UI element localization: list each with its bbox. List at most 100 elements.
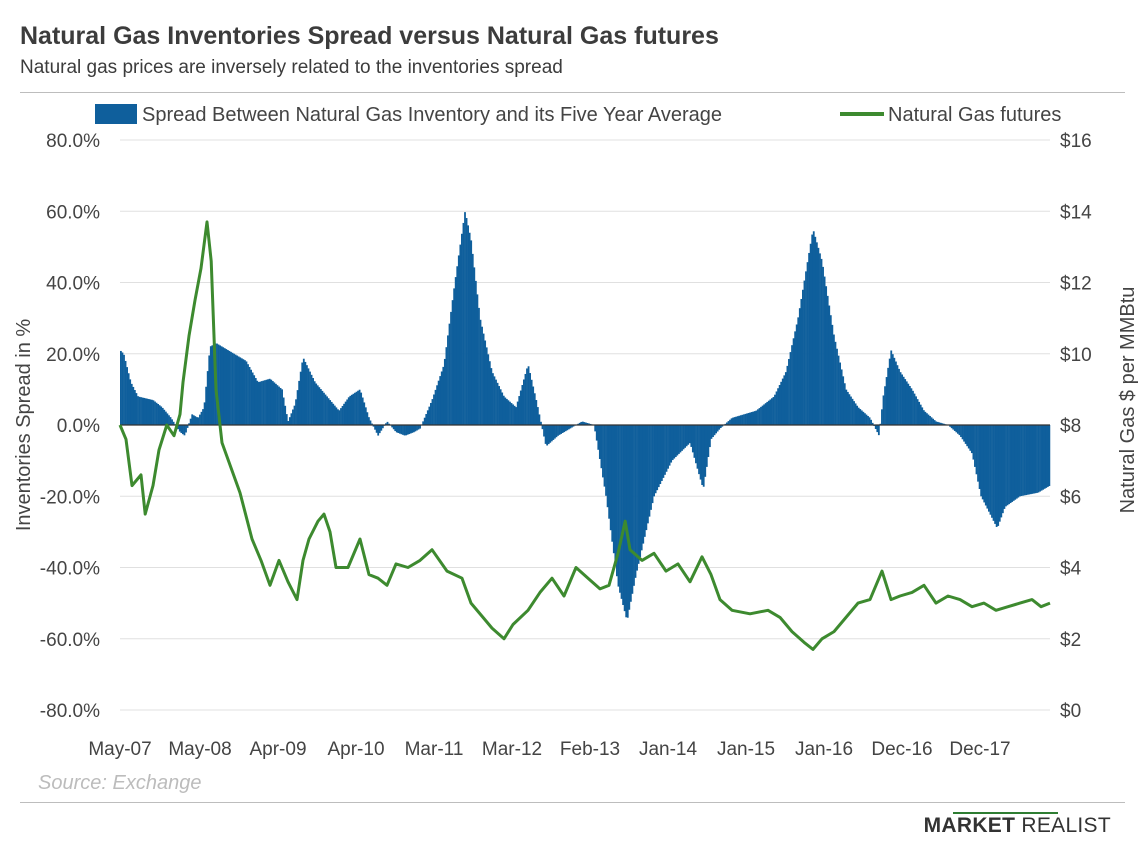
spread-bar: [609, 425, 612, 531]
spread-bar: [408, 425, 411, 435]
x-tick-label: Mar-11: [405, 739, 464, 760]
spread-bar: [492, 373, 494, 425]
spread-bar: [324, 394, 327, 425]
source-note: Source: Exchange: [38, 772, 202, 794]
spread-bar: [750, 412, 753, 425]
spread-bar: [127, 373, 130, 425]
spread-bar: [713, 425, 716, 436]
spread-bar: [856, 405, 859, 425]
spread-bar: [478, 307, 480, 425]
spread-bar: [698, 425, 700, 475]
spread-bar: [659, 425, 662, 485]
spread-bar: [442, 366, 445, 425]
spread-bar: [256, 380, 259, 425]
spread-bar: [936, 421, 939, 425]
spread-bar: [961, 425, 964, 440]
spread-bar: [385, 423, 387, 425]
spread-bar: [422, 421, 425, 425]
spread-bar: [195, 417, 198, 425]
spread-bar: [1045, 425, 1048, 488]
spread-bar: [1015, 425, 1018, 499]
x-tick-label: Apr-10: [327, 739, 384, 760]
spread-bar: [885, 377, 888, 425]
spread-bar: [935, 421, 938, 425]
spread-bar: [133, 390, 136, 425]
spread-bar: [685, 425, 688, 447]
spread-bar: [622, 425, 624, 606]
spread-bar: [834, 341, 837, 425]
spread-bar: [798, 308, 801, 425]
spread-bar: [330, 401, 333, 425]
spread-bar: [887, 367, 890, 425]
spread-bar: [957, 425, 959, 434]
spread-bar: [364, 407, 367, 425]
spread-bar: [541, 425, 544, 430]
spread-bar: [436, 385, 438, 425]
spread-bar: [943, 423, 945, 425]
spread-bar: [1037, 425, 1040, 493]
spread-bar: [620, 425, 623, 599]
spread-bar: [439, 376, 442, 425]
spread-bar: [200, 411, 203, 425]
spread-bar: [882, 395, 885, 425]
spread-bar: [391, 425, 394, 428]
spread-bar: [974, 425, 976, 467]
spread-bar: [292, 409, 294, 425]
spread-bar: [171, 419, 173, 425]
spread-bar: [254, 378, 257, 425]
spread-bar: [780, 381, 783, 425]
spread-bar: [154, 401, 156, 425]
spread-bar: [498, 386, 500, 425]
spread-bar: [681, 425, 683, 451]
spread-bar: [271, 381, 274, 425]
spread-bar: [309, 371, 311, 425]
spread-bar: [205, 386, 208, 425]
spread-bar: [223, 348, 226, 425]
spread-bar: [228, 350, 231, 425]
spread-bar: [318, 387, 321, 425]
spread-bar: [676, 425, 679, 456]
spread-bar: [656, 425, 659, 491]
spread-bar: [760, 406, 762, 425]
spread-bar: [233, 353, 235, 425]
spread-bar: [287, 421, 290, 425]
spread-bar: [440, 371, 443, 425]
spread-bar: [740, 415, 742, 425]
spread-bar: [268, 378, 271, 425]
spread-bar: [146, 398, 149, 425]
spread-bar: [1031, 425, 1034, 494]
x-tick-label: May-07: [88, 739, 151, 760]
spread-bar: [1036, 425, 1038, 493]
spread-bar: [631, 425, 634, 594]
spread-bar: [464, 212, 466, 425]
spread-bar: [963, 425, 965, 442]
spread-bar: [447, 335, 449, 425]
spread-bar: [896, 365, 899, 425]
spread-bar: [953, 425, 956, 431]
spread-bar: [851, 398, 854, 425]
spread-bar: [598, 425, 601, 459]
spread-bar: [341, 405, 344, 425]
spread-bar: [1000, 425, 1003, 518]
left-tick-label: 80.0%: [46, 131, 100, 152]
spread-bar: [977, 425, 979, 482]
spread-bar: [414, 425, 417, 432]
spread-bar: [392, 425, 395, 430]
spread-bar: [499, 389, 502, 425]
spread-bar: [741, 414, 744, 425]
spread-bar: [890, 350, 893, 425]
spread-bar: [343, 403, 345, 425]
spread-bar: [470, 240, 473, 425]
spread-bar: [839, 362, 841, 425]
spread-bar: [284, 405, 287, 425]
spread-bar: [257, 382, 260, 425]
spread-bar: [586, 423, 589, 425]
spread-bar: [820, 258, 823, 425]
spread-bar: [434, 389, 437, 425]
spread-bar: [678, 425, 680, 454]
spread-bar: [614, 425, 617, 565]
spread-bar: [465, 218, 468, 425]
spread-bar: [595, 425, 598, 441]
spread-bar: [1006, 425, 1009, 506]
spread-bar: [637, 425, 640, 564]
